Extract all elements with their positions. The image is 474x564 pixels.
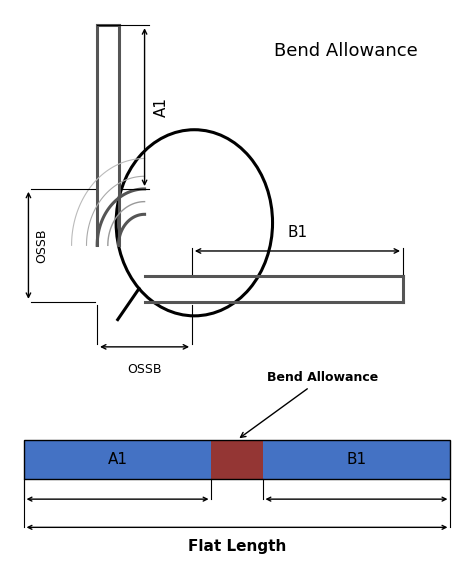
Text: A1: A1 bbox=[154, 97, 169, 117]
Text: Flat Length: Flat Length bbox=[188, 539, 286, 554]
Text: OSSB: OSSB bbox=[128, 363, 162, 376]
Text: B1: B1 bbox=[346, 452, 366, 467]
Text: OSSB: OSSB bbox=[36, 228, 48, 263]
Text: B1: B1 bbox=[287, 224, 308, 240]
Bar bbox=[24, 440, 450, 479]
Text: Bend Allowance: Bend Allowance bbox=[274, 42, 418, 60]
Bar bbox=[24, 440, 211, 479]
Bar bbox=[211, 440, 263, 479]
Text: A1: A1 bbox=[108, 452, 128, 467]
Text: Bend Allowance: Bend Allowance bbox=[240, 371, 378, 437]
Bar bbox=[263, 440, 450, 479]
